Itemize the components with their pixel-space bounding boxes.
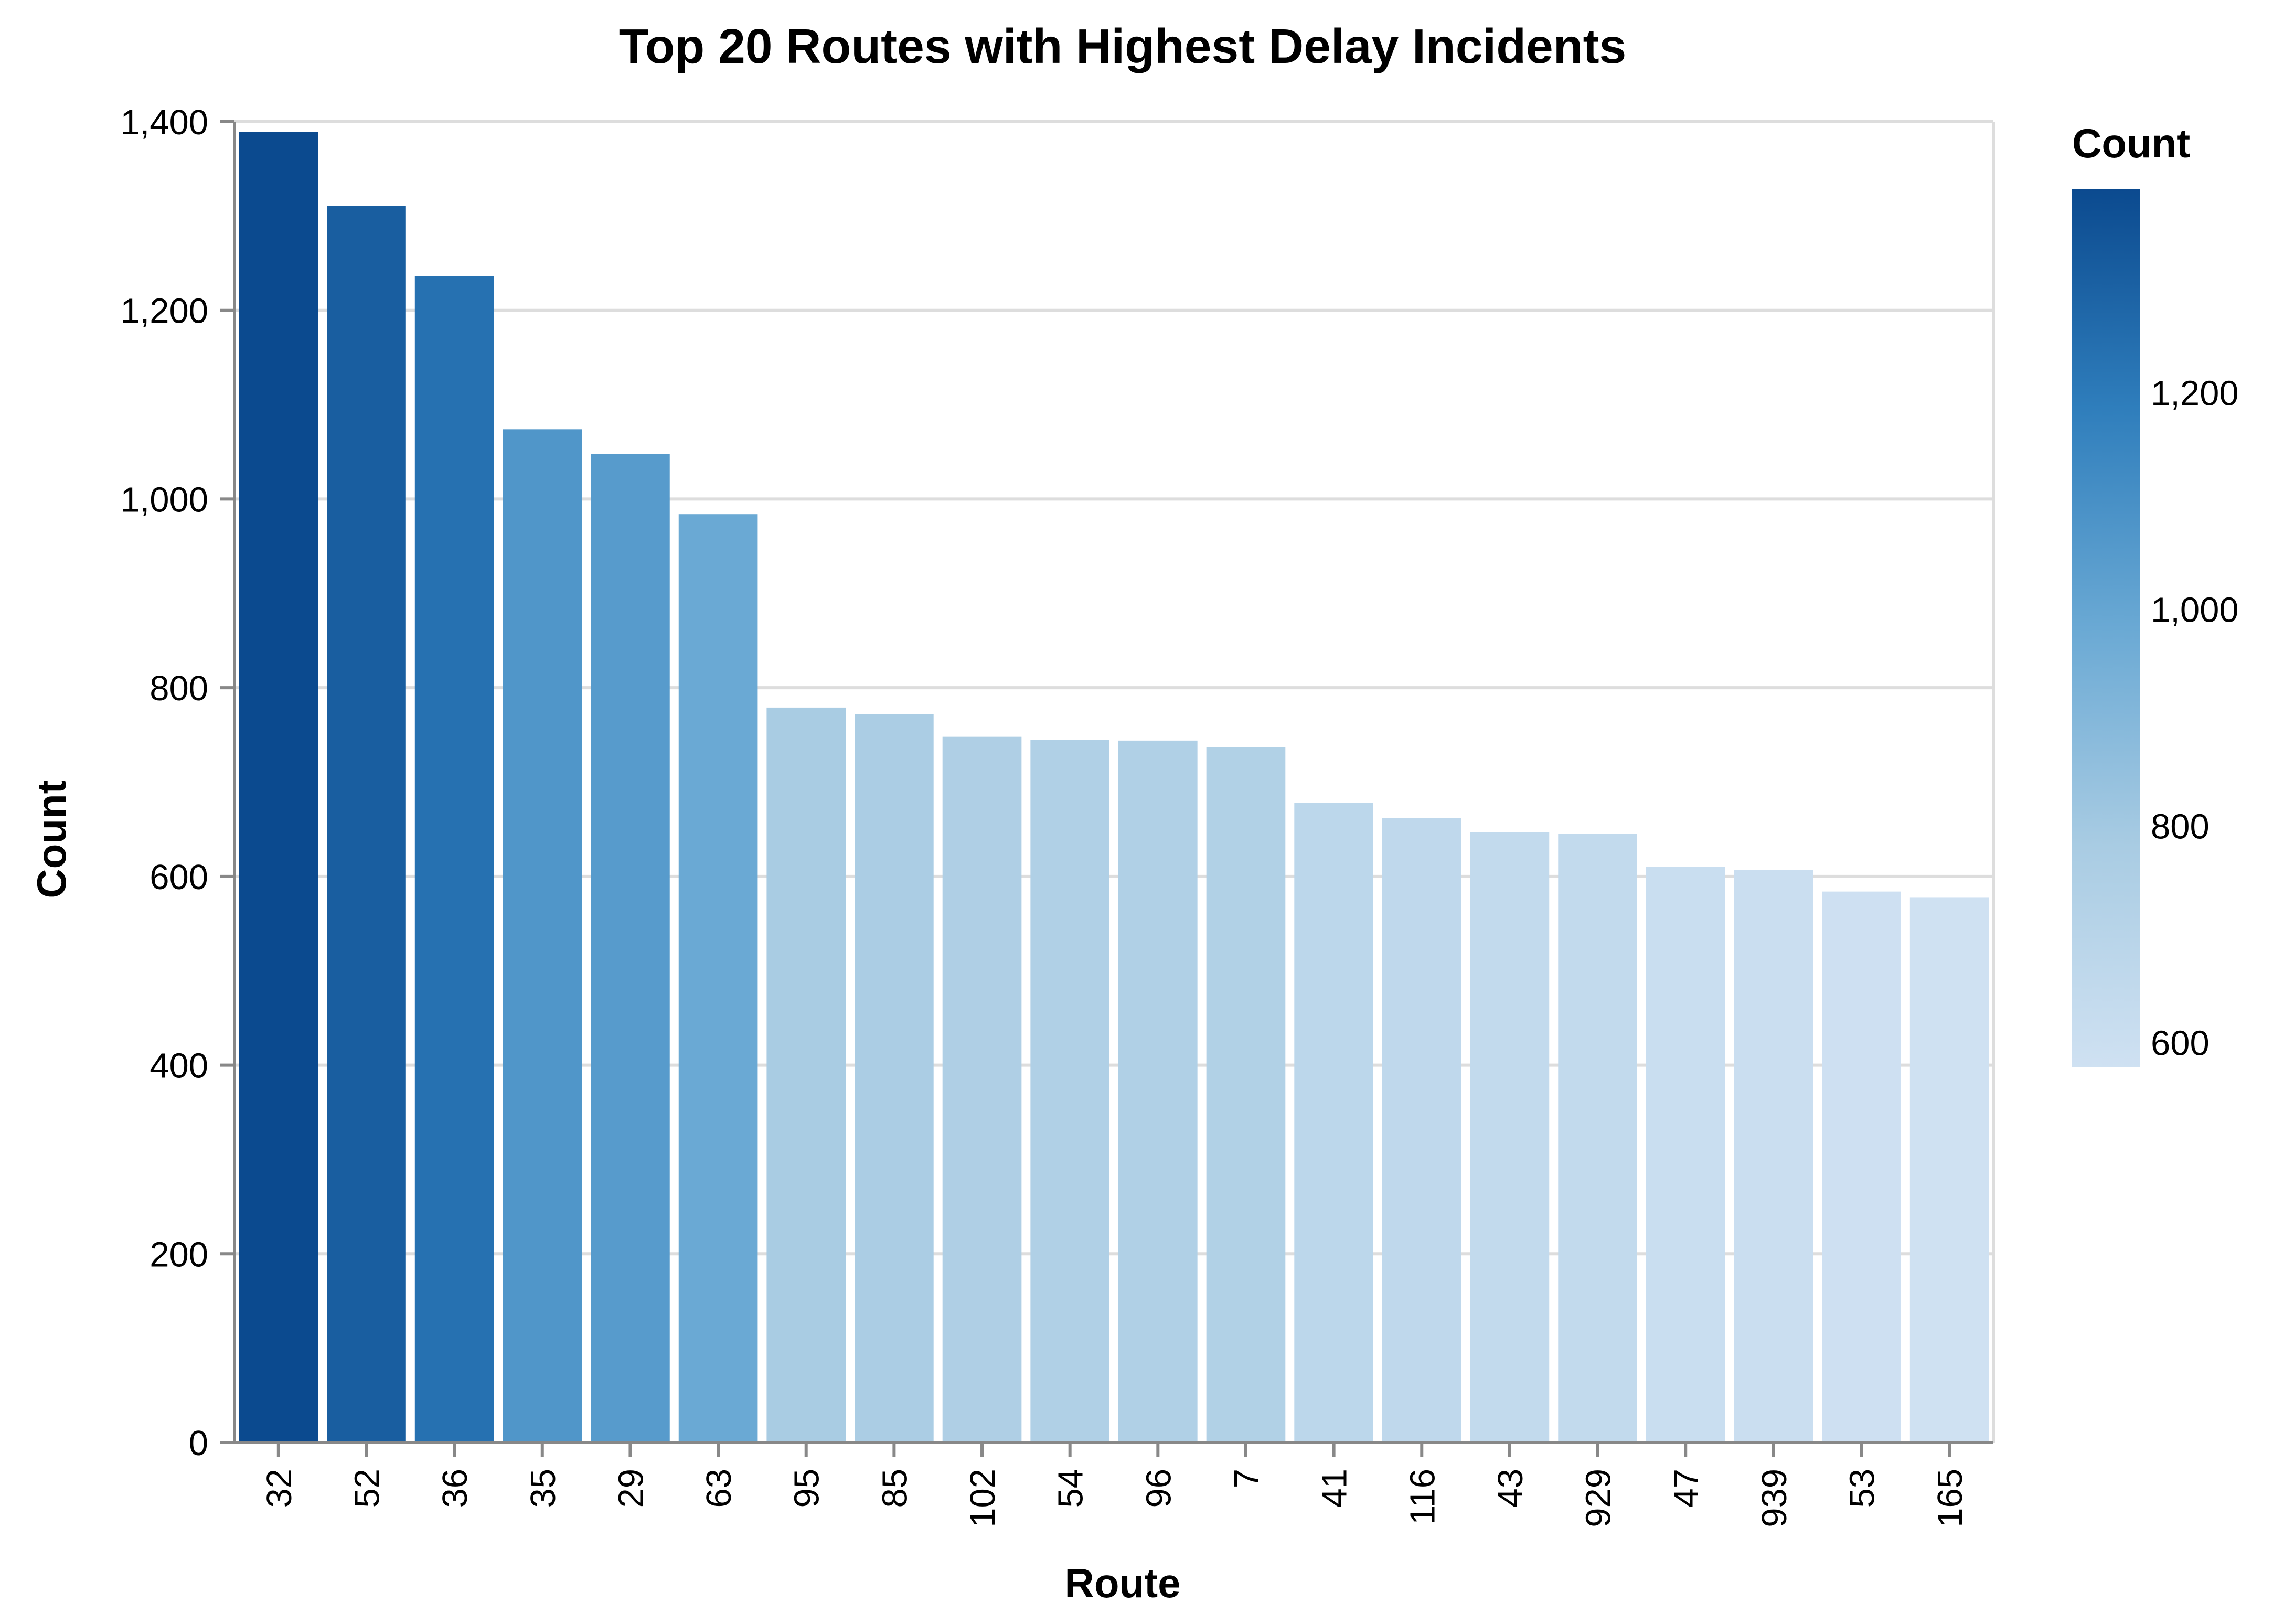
x-tick-label-route-36: 36	[435, 1469, 475, 1508]
bar-route-35	[503, 429, 582, 1443]
bar-route-32	[239, 132, 318, 1443]
bar-route-102	[942, 736, 1022, 1443]
bar-route-29	[591, 454, 670, 1443]
x-tick-label-route-41: 41	[1315, 1469, 1354, 1508]
x-tick-label-route-165: 165	[1930, 1469, 1970, 1527]
legend-tick-label: 600	[2151, 1024, 2210, 1063]
x-tick-label-route-85: 85	[875, 1469, 914, 1508]
y-tick-label: 1,400	[120, 103, 208, 142]
bar-route-96	[1118, 740, 1198, 1443]
x-tick-label-route-53: 53	[1843, 1469, 1882, 1508]
gridlines	[234, 120, 1995, 1444]
x-tick-label-route-47: 47	[1667, 1469, 1706, 1508]
bar-route-53	[1822, 891, 1901, 1443]
x-tick-label-route-52: 52	[347, 1469, 387, 1508]
bar-route-47	[1646, 867, 1725, 1443]
y-tick-label: 0	[189, 1424, 208, 1463]
bar-route-939	[1734, 870, 1813, 1443]
bar-route-36	[414, 276, 494, 1443]
x-axis-title: Route	[1065, 1560, 1181, 1606]
y-tick-label: 1,000	[120, 480, 208, 519]
x-tick-label-route-63: 63	[699, 1469, 739, 1508]
legend-color-ramp	[2072, 189, 2140, 1067]
y-tick-label: 200	[150, 1235, 208, 1274]
axes: 0 200 400 600 800 1,000 1,200 1,400 32 52 36 35 29 63…	[120, 103, 1993, 1527]
y-axis-title: Count	[28, 780, 74, 898]
x-tick-label-route-96: 96	[1139, 1469, 1178, 1508]
x-tick-label-route-7: 7	[1227, 1469, 1266, 1488]
bar-route-95	[766, 707, 846, 1443]
x-tick-label-route-43: 43	[1491, 1469, 1530, 1508]
chart-title: Top 20 Routes with Highest Delay Inciden…	[619, 19, 1627, 73]
legend-title: Count	[2072, 120, 2190, 166]
bar-route-85	[855, 714, 934, 1443]
legend-tick-label: 1,200	[2151, 373, 2239, 413]
bar-route-41	[1294, 803, 1373, 1443]
x-tick-label-route-116: 116	[1403, 1469, 1442, 1525]
y-tick-label: 400	[150, 1046, 208, 1086]
bar-route-7	[1206, 747, 1286, 1443]
bar-route-165	[1909, 897, 1989, 1443]
bar-route-52	[327, 206, 406, 1443]
x-tick-label-route-32: 32	[260, 1469, 299, 1508]
bars	[239, 132, 1989, 1443]
x-tick-label-route-102: 102	[963, 1469, 1002, 1527]
y-tick-label: 600	[150, 858, 208, 897]
x-tick-label-route-939: 939	[1755, 1469, 1794, 1527]
bar-route-43	[1470, 832, 1550, 1443]
x-tick-label-route-54: 54	[1051, 1469, 1091, 1508]
bar-route-54	[1030, 740, 1109, 1443]
legend-tick-label: 800	[2151, 807, 2210, 846]
bar-route-63	[678, 514, 758, 1443]
x-tick-label-route-35: 35	[524, 1469, 563, 1508]
x-tick-label-route-29: 29	[611, 1469, 650, 1508]
color-legend: Count 1,200 1,000 800 600	[2072, 120, 2239, 1067]
bar-route-929	[1558, 834, 1637, 1443]
x-tick-label-route-929: 929	[1579, 1469, 1618, 1527]
legend-tick-label: 1,000	[2151, 590, 2239, 629]
x-tick-label-route-95: 95	[787, 1469, 827, 1508]
y-tick-label: 800	[150, 669, 208, 708]
bar-route-116	[1382, 818, 1461, 1443]
y-tick-label: 1,200	[120, 292, 208, 331]
